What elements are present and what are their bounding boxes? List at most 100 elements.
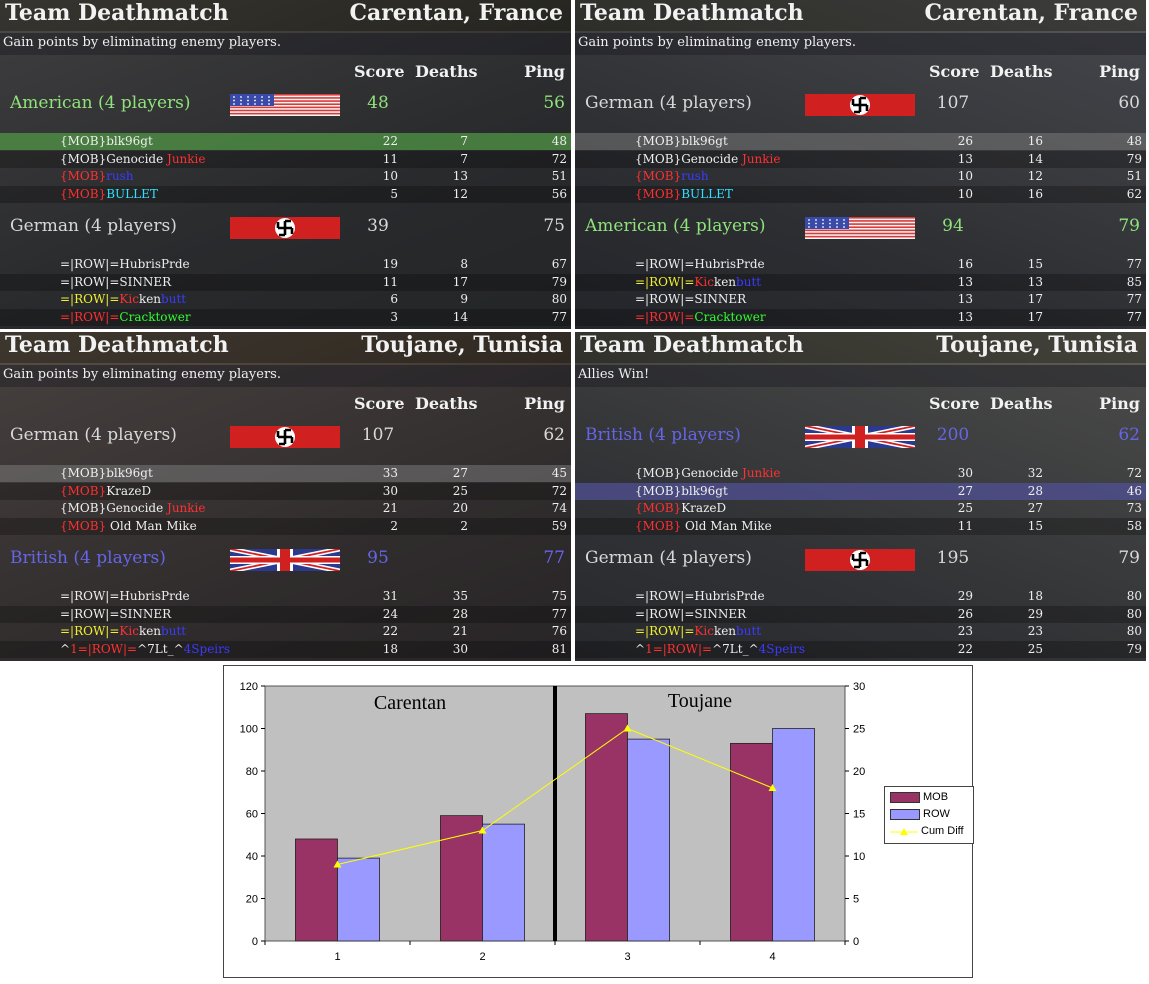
player-ping: 85	[1126, 274, 1142, 289]
player-deaths: 7	[460, 134, 468, 148]
player-deaths: 30	[452, 641, 468, 656]
player-score: 3	[390, 309, 398, 324]
player-score: 19	[382, 257, 398, 271]
player-name-segment: {MOB}	[60, 186, 107, 201]
y2-tick-label: 0	[853, 936, 859, 948]
header-deaths: Deaths	[990, 394, 1053, 413]
panel-subtitle: Gain points by eliminating enemy players…	[578, 35, 856, 50]
player-row: {MOB}Genocide Junkie 21 20 74	[0, 500, 571, 517]
team-score: 107	[361, 425, 395, 445]
y2-tick-label: 15	[853, 809, 865, 821]
header-score: Score	[354, 394, 405, 413]
player-row: =|ROW|=SINNER 24 28 77	[0, 605, 571, 623]
team-score: 39	[367, 216, 389, 236]
player-name-segment: 1=|ROW|=	[645, 641, 713, 656]
player-name-segment: ^	[60, 641, 71, 656]
annotation-carentan: Carentan	[374, 692, 446, 714]
player-score: 22	[382, 134, 398, 148]
player-name-segment: 4Speirs	[758, 641, 806, 656]
player-name-segment: =|ROW|=	[635, 624, 695, 638]
player-name-segment: {MOB}Genocide	[60, 151, 168, 166]
player-name-segment: Junkie	[167, 151, 206, 166]
player-deaths: 9	[460, 292, 468, 306]
scoreboard-panel-3: Team Deathmatch Toujane, Tunisia Gain poin…	[0, 332, 571, 661]
player-ping: 62	[1126, 186, 1142, 201]
player-name-segment: =|ROW|=HubrisPrde	[635, 257, 765, 271]
uk-flag	[804, 423, 916, 451]
team-ping: 62	[543, 425, 565, 445]
player-row: {MOB}rush 10 12 51	[575, 168, 1146, 185]
player-name-segment: =|ROW|=	[60, 624, 120, 638]
player-score: 26	[957, 606, 973, 621]
score-comparison-chart: 1 2 3 4 0 20 40 60 80 100 120 0 5 10 15 20 25 30 Carentan T…	[223, 665, 974, 978]
player-deaths: 13	[452, 169, 468, 183]
player-name: {MOB}blk96gt	[60, 134, 153, 148]
player-name-segment: {MOB}	[635, 518, 682, 533]
player-score: 22	[382, 624, 398, 638]
panel-title: Team Deathmatch	[580, 332, 804, 358]
player-ping: 58	[1126, 518, 1142, 533]
player-name-segment: Junkie	[167, 501, 206, 515]
player-name: =|ROW|=HubrisPrde	[60, 589, 190, 603]
player-row: =|ROW|=HubrisPrde 16 15 77	[575, 256, 1146, 273]
player-name-segment: {MOB}blk96gt	[60, 466, 153, 480]
player-row: ^1=|ROW|=^7Lt_^4Speirs 22 25 79	[575, 640, 1146, 658]
player-deaths: 16	[1027, 186, 1043, 201]
player-row: {MOB}blk96gt 26 16 48	[575, 133, 1146, 150]
player-deaths: 35	[452, 589, 468, 603]
player-score: 10	[957, 169, 973, 183]
bar-row	[627, 738, 670, 942]
player-name-segment: {MOB}blk96gt	[635, 483, 728, 498]
player-deaths: 12	[452, 186, 468, 201]
player-ping: 56	[551, 186, 567, 201]
player-name-segment: {MOB}blk96gt	[60, 134, 153, 148]
player-name-segment: ^7Lt_^	[137, 641, 184, 656]
player-score: 11	[382, 274, 398, 289]
player-name-segment: butt	[736, 274, 762, 289]
team-name: German (4 players)	[585, 548, 752, 568]
player-row: {MOB}Genocide Junkie 30 32 72	[575, 465, 1146, 482]
player-name-segment: =|ROW|=	[635, 274, 695, 289]
player-row: {MOB}blk96gt 33 27 45	[0, 465, 571, 482]
header-ping: Ping	[524, 62, 565, 81]
player-ping: 77	[1126, 309, 1142, 324]
player-name-segment: =|ROW|=SINNER	[635, 292, 747, 306]
legend-label-row: ROW	[923, 808, 950, 820]
team-score: 95	[367, 548, 389, 568]
player-name: {MOB}Genocide Junkie	[635, 152, 781, 166]
german-flag	[230, 426, 340, 448]
legend-item-mob: MOB	[890, 791, 948, 805]
player-score: 31	[382, 589, 398, 603]
player-ping: 73	[1126, 501, 1142, 515]
player-score: 10	[957, 186, 973, 201]
player-name-segment: Kic	[119, 624, 139, 638]
team-ping: 79	[1118, 216, 1140, 236]
player-row: {MOB}Genocide Junkie 11 7 72	[0, 150, 571, 168]
player-name-segment: =|ROW|=	[635, 309, 695, 324]
german-flag	[805, 549, 915, 571]
player-name-segment: Junkie	[742, 151, 781, 166]
player-name-segment: BULLET	[681, 186, 733, 201]
player-score: 25	[957, 501, 973, 515]
line-cum-diff	[337, 727, 773, 865]
player-row: =|ROW|=HubrisPrde 19 8 67	[0, 256, 571, 273]
player-name-segment: 1=|ROW|=	[70, 641, 138, 656]
player-deaths: 7	[460, 151, 468, 166]
header-ping: Ping	[1099, 62, 1140, 81]
player-row: {MOB}blk96gt 27 28 46	[575, 482, 1146, 500]
player-deaths: 28	[452, 606, 468, 621]
legend-label-mob: MOB	[923, 791, 949, 803]
x-tick-label: 3	[624, 951, 630, 963]
player-name: ^1=|ROW|=^7Lt_^4Speirs	[60, 642, 230, 656]
team-ping: 75	[543, 216, 565, 236]
x-tick-label: 1	[334, 951, 340, 963]
panel-headbar	[0, 0, 571, 31]
player-ping: 48	[1126, 134, 1142, 148]
player-ping: 67	[551, 257, 567, 271]
player-row: =|ROW|=SINNER 13 17 77	[575, 291, 1146, 308]
player-score: 23	[957, 624, 973, 638]
legend-item-cum-diff: Cum Diff	[890, 825, 964, 839]
player-deaths: 25	[452, 483, 468, 498]
player-row: =|ROW|=HubrisPrde 31 35 75	[0, 588, 571, 605]
